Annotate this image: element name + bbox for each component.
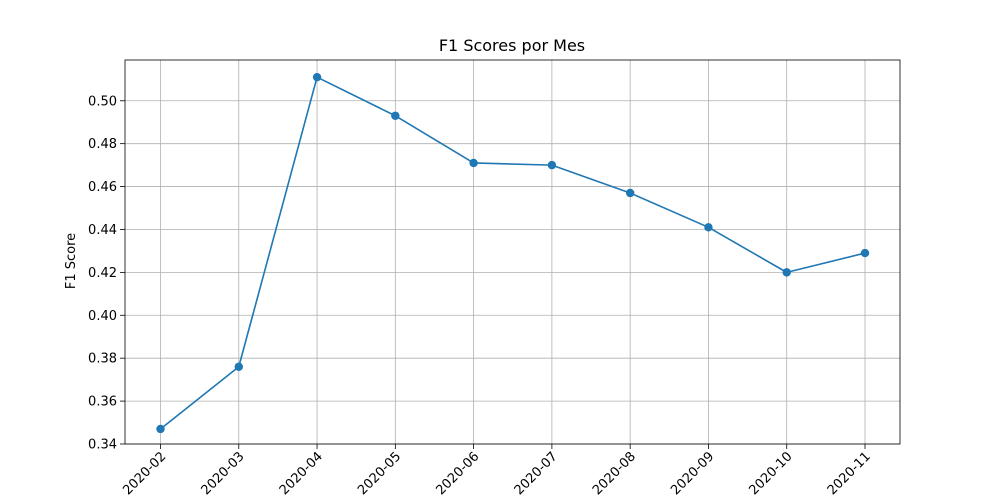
data-point (625, 188, 635, 198)
data-point (469, 158, 478, 168)
y-tick-label: 0.40 (88, 309, 117, 324)
chart-title: F1 Scores por Mes (439, 36, 585, 55)
series-line (159, 76, 866, 430)
data-point (234, 362, 243, 371)
plot-frame (124, 59, 901, 445)
data-point (312, 72, 322, 82)
y-tick-label: 0.46 (88, 180, 117, 195)
data-point (391, 111, 400, 120)
y-tick-label: 0.42 (88, 266, 117, 281)
data-point (704, 223, 713, 232)
y-tick-label: 0.50 (88, 94, 117, 109)
y-tick-label: 0.38 (88, 352, 117, 367)
y-tick-label: 0.36 (88, 395, 117, 410)
axes-layer (120, 59, 901, 449)
data-point (547, 160, 557, 170)
y-axis-title: F1 Score (64, 233, 79, 289)
y-tick-label: 0.48 (88, 137, 117, 152)
series-layer (156, 72, 870, 434)
data-point (782, 268, 791, 277)
data-point (860, 248, 870, 258)
y-tick-label: 0.44 (88, 223, 117, 238)
data-point (156, 424, 165, 434)
y-tick-label: 0.34 (88, 438, 117, 453)
